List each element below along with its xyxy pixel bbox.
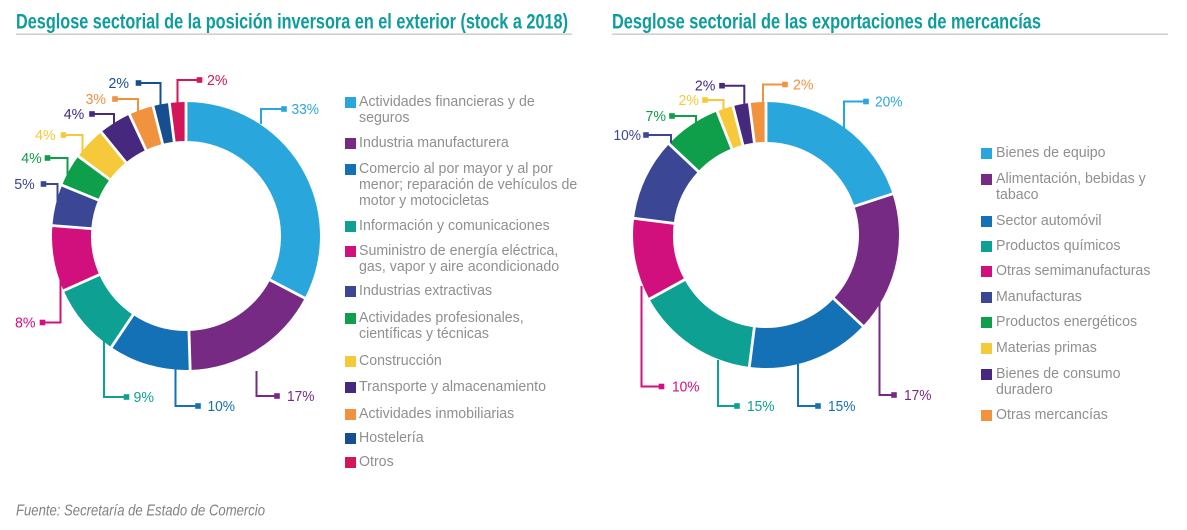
svg-text:33%: 33% (292, 101, 320, 118)
svg-text:17%: 17% (904, 387, 932, 404)
svg-text:Fuente: Secretaría de Estado d: Fuente: Secretaría de Estado de Comercio (16, 503, 265, 520)
svg-text:2%: 2% (793, 77, 814, 94)
svg-text:9%: 9% (134, 389, 155, 406)
svg-text:15%: 15% (828, 398, 856, 415)
svg-text:10%: 10% (208, 398, 236, 415)
svg-text:10%: 10% (672, 379, 700, 396)
svg-text:15%: 15% (747, 398, 775, 415)
svg-text:4%: 4% (35, 127, 56, 144)
svg-text:8%: 8% (15, 315, 36, 332)
svg-text:Desglose sectorial de las expo: Desglose sectorial de las exportaciones … (612, 11, 1041, 34)
svg-text:3%: 3% (86, 91, 107, 108)
svg-text:5%: 5% (14, 176, 35, 193)
svg-text:2%: 2% (679, 92, 700, 109)
svg-text:2%: 2% (695, 78, 716, 95)
svg-text:7%: 7% (646, 108, 667, 125)
svg-text:20%: 20% (875, 94, 903, 111)
svg-text:4%: 4% (21, 150, 42, 167)
svg-text:4%: 4% (64, 106, 85, 123)
svg-text:10%: 10% (614, 127, 642, 144)
svg-text:17%: 17% (287, 388, 315, 405)
svg-text:Desglose sectorial de la posic: Desglose sectorial de la posición invers… (16, 11, 568, 34)
svg-text:2%: 2% (207, 72, 228, 89)
svg-text:2%: 2% (109, 75, 130, 92)
